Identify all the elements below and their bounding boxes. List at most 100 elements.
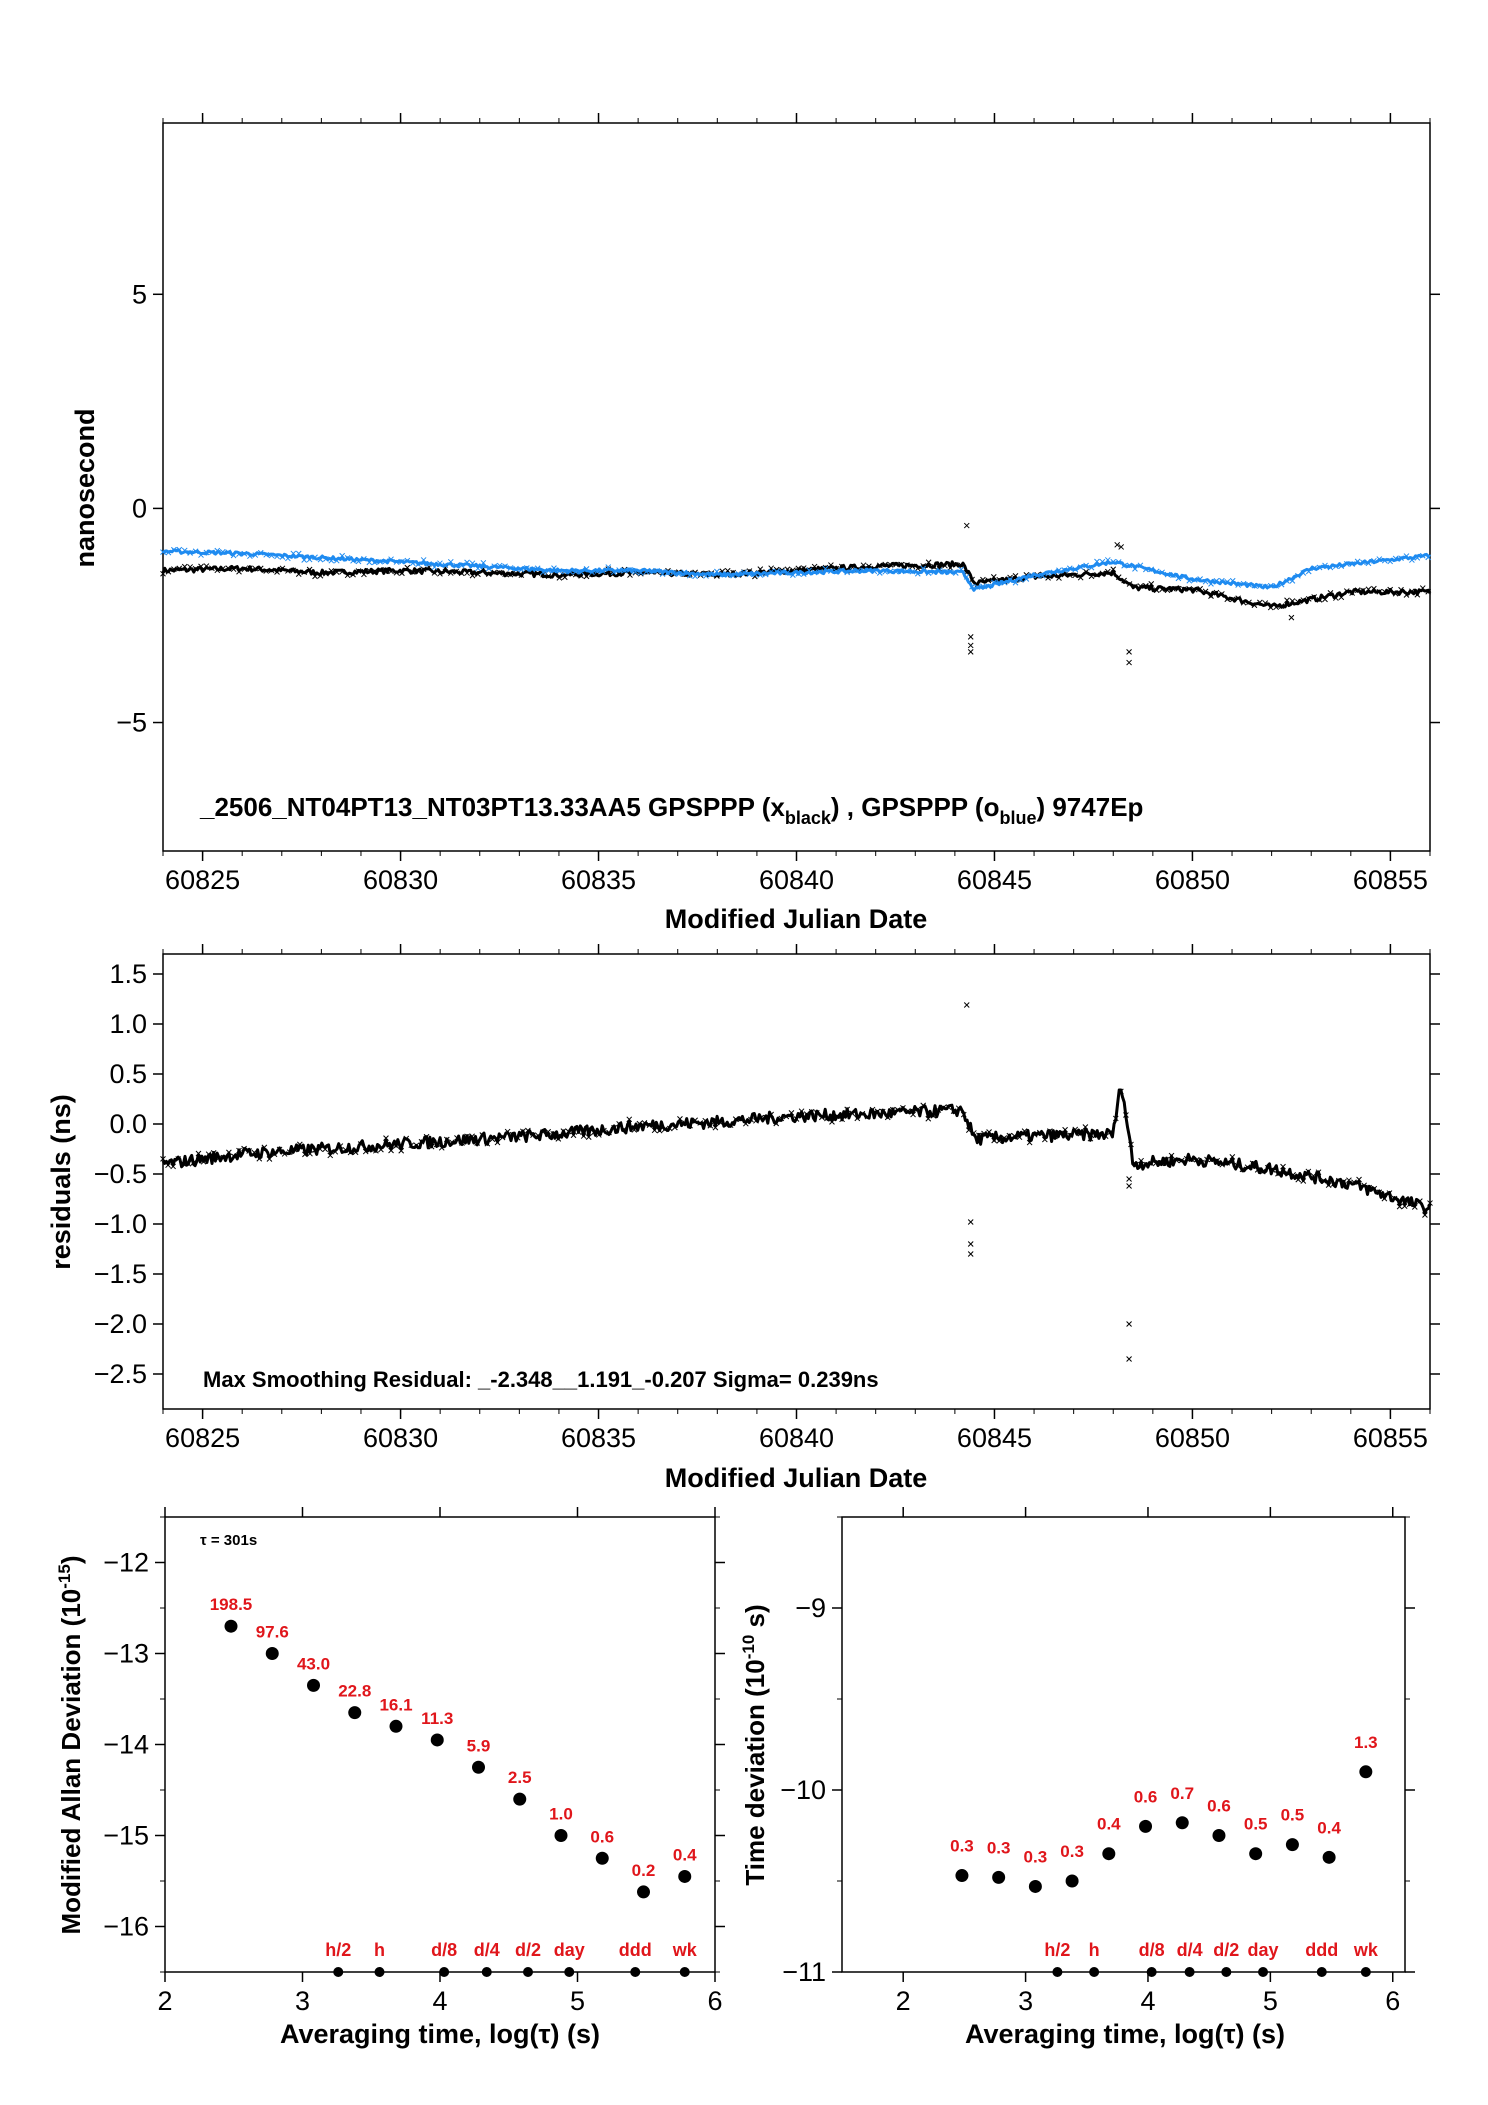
black-series-point (241, 566, 248, 573)
blue-series-point (1056, 567, 1062, 574)
residual-series-point (1371, 1185, 1378, 1192)
black-series-point (833, 566, 840, 572)
residual-series-point (403, 1135, 410, 1142)
residuals-data (160, 1002, 1433, 1362)
blue-series-point (909, 568, 916, 575)
blue-series-point (1115, 559, 1122, 565)
residual-series-point (205, 1151, 212, 1158)
blue-series-point (447, 558, 454, 565)
residual-series-point (935, 1107, 942, 1113)
allan-tau-note: τ = 301s (200, 1532, 257, 1549)
black-series-point (1403, 592, 1410, 598)
residual-series-point (1417, 1198, 1423, 1204)
tdev-ylabel-main: Time deviation (10 (740, 1659, 770, 1885)
black-series-point (1191, 586, 1198, 593)
x-tick-label: 60830 (363, 1423, 438, 1453)
black-series-point (1099, 570, 1106, 577)
black-series-point (355, 568, 362, 574)
annotation-middle: ) , GPSPPP (o (831, 792, 1000, 822)
y-tick-label: 0.5 (109, 1059, 147, 1089)
black-series-point (1289, 598, 1296, 604)
residual-series-point (707, 1122, 714, 1129)
residual-series-point (175, 1156, 182, 1162)
black-series-point (1213, 589, 1220, 596)
blue-series-line (162, 548, 1431, 592)
residual-series-point (464, 1133, 470, 1140)
residual-series-point (1396, 1203, 1403, 1210)
blue-series-point (697, 571, 704, 578)
deviation-value-label: 43.0 (297, 1654, 330, 1673)
black-series-point (447, 570, 454, 576)
y-tick-label: −2.0 (94, 1309, 147, 1339)
blue-series-point (285, 555, 291, 562)
residual-series-point (1133, 1161, 1139, 1168)
residual-series-point (236, 1147, 242, 1154)
interval-label: day (554, 1940, 585, 1960)
black-series-point (1180, 586, 1187, 593)
residual-series-point (489, 1136, 496, 1143)
deviation-value-label: 0.4 (1317, 1818, 1341, 1837)
blue-series-point (990, 579, 997, 586)
residual-series-point (1280, 1163, 1286, 1170)
blue-series-point (637, 570, 644, 576)
blue-series-point (572, 568, 579, 575)
x-tick-label: 60835 (561, 865, 636, 895)
blue-series-point (1240, 580, 1247, 587)
residual-series-point (449, 1139, 455, 1146)
black-series-point (1251, 602, 1258, 609)
deviation-value-label: 97.6 (256, 1623, 289, 1642)
residual-series-point (930, 1112, 937, 1119)
deviation-value-label: 0.6 (1134, 1787, 1158, 1806)
x-tick-label: 4 (1140, 1986, 1155, 2016)
interval-marker (1316, 1967, 1327, 1977)
black-series-point (920, 563, 927, 569)
deviation-point (678, 1869, 692, 1883)
interval-marker (523, 1967, 533, 1977)
black-series-point (545, 573, 552, 579)
black-series-point (328, 568, 335, 574)
deviation-value-label: 5.9 (467, 1736, 491, 1755)
residual-series-point (768, 1111, 775, 1118)
outlier-point (1126, 659, 1132, 666)
black-series-point (914, 565, 921, 572)
x-tick-label: 60850 (1155, 1423, 1230, 1453)
residual-series-point (996, 1138, 1003, 1144)
blue-series-point (1305, 568, 1312, 575)
black-series-point (1197, 585, 1203, 592)
residual-series-point (1320, 1177, 1327, 1184)
residual-series-point (1148, 1160, 1155, 1167)
blue-series-point (1104, 557, 1111, 563)
x-tick-label: 60850 (1155, 865, 1230, 895)
black-series-point (485, 571, 492, 578)
residual-series-point (798, 1108, 805, 1115)
residuals-ylabel: residuals (ns) (46, 1094, 76, 1270)
residual-series-point (1300, 1178, 1307, 1184)
black-series-point (350, 571, 356, 578)
black-series-point (491, 569, 498, 576)
black-series-point (225, 565, 232, 571)
blue-series-point (203, 549, 210, 556)
y-tick-label: −16 (103, 1912, 149, 1942)
blue-series-point (1034, 572, 1041, 579)
blue-series-point (703, 573, 709, 579)
residual-series-point (621, 1126, 628, 1133)
blue-series-point (1148, 566, 1155, 573)
residual-series-point (991, 1137, 998, 1144)
residual-series-point (1376, 1189, 1383, 1196)
residual-series-point (1386, 1190, 1393, 1196)
residual-series-point (636, 1120, 643, 1127)
interval-label: h/2 (1044, 1940, 1070, 1960)
residual-series-point (525, 1127, 531, 1134)
blue-series-point (181, 547, 188, 554)
black-series-point (1153, 587, 1160, 594)
tdev-xlabel: Averaging time, log(τ) (s) (965, 2019, 1285, 2049)
blue-series-point (806, 567, 813, 574)
residual-series-point (393, 1142, 399, 1149)
x-tick-label: 60855 (1353, 1423, 1428, 1453)
black-series-point (437, 570, 443, 577)
residual-outlier (1126, 1356, 1132, 1362)
residual-series-point (753, 1117, 759, 1124)
black-series-point (1349, 590, 1356, 596)
residual-series-point (727, 1122, 734, 1129)
